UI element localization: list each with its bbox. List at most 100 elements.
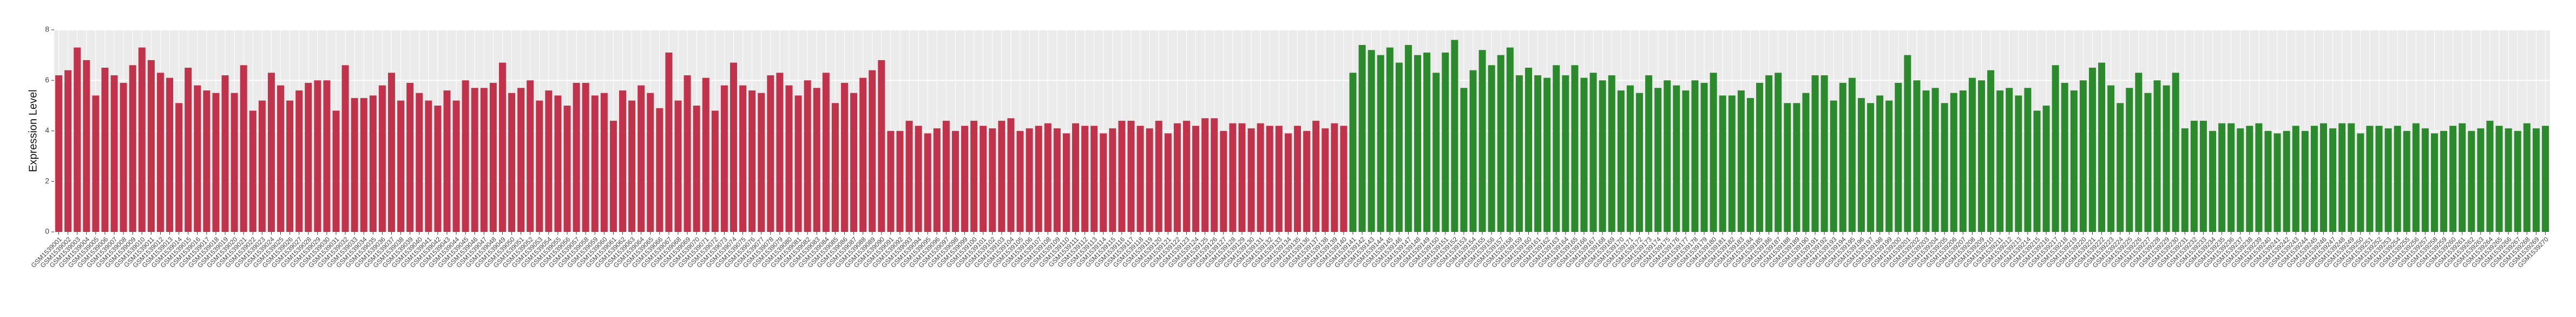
bar	[452, 100, 460, 232]
bar	[2421, 128, 2429, 232]
bar	[1469, 70, 1477, 232]
bar	[2384, 128, 2392, 232]
bar	[970, 120, 978, 232]
bar	[1775, 73, 1782, 232]
bar	[2042, 105, 2050, 232]
bar	[869, 70, 876, 232]
bar	[2264, 131, 2272, 232]
bar	[258, 100, 266, 232]
bar	[1432, 73, 1440, 232]
bar	[1895, 82, 1902, 232]
bar	[203, 90, 211, 232]
bar	[1247, 128, 1255, 232]
bar	[1423, 52, 1431, 232]
bar	[942, 120, 950, 232]
bar	[1635, 93, 1643, 232]
bar	[277, 85, 284, 232]
bar	[489, 82, 497, 232]
bar	[1830, 100, 1837, 232]
bar	[1414, 55, 1422, 232]
bar	[1044, 123, 1052, 232]
bar	[2237, 128, 2244, 232]
bar	[850, 93, 858, 232]
bar	[1645, 75, 1653, 232]
bar	[905, 120, 913, 232]
bar	[1451, 40, 1458, 232]
bar	[758, 93, 765, 232]
bar	[665, 52, 673, 232]
bar	[517, 88, 525, 232]
bar	[434, 105, 442, 232]
bar	[1959, 90, 1967, 232]
bar	[1710, 73, 1717, 232]
bar	[638, 85, 645, 232]
bar	[1053, 128, 1061, 232]
bar	[462, 80, 469, 232]
bar	[1386, 47, 1394, 232]
bar	[2098, 62, 2106, 232]
bar	[573, 82, 580, 232]
bar	[2505, 128, 2512, 232]
y-axis-title: Expression Level	[27, 89, 39, 172]
bar	[2052, 65, 2059, 232]
bar	[1931, 88, 1939, 232]
bar	[1192, 126, 1200, 232]
bar	[1811, 75, 1819, 232]
bar	[231, 93, 238, 232]
bar	[1525, 67, 1532, 232]
bar	[1571, 65, 1579, 232]
bar	[822, 73, 830, 232]
bar	[1118, 120, 1126, 232]
bar	[1368, 50, 1375, 232]
bar	[471, 88, 478, 232]
bar	[1626, 85, 1634, 232]
bar	[341, 65, 349, 232]
bar	[416, 93, 423, 232]
bar	[1081, 126, 1089, 232]
bar	[2430, 133, 2438, 232]
bar	[1127, 120, 1135, 232]
bar	[369, 95, 377, 232]
bar	[2255, 123, 2263, 232]
bar	[1608, 75, 1615, 232]
bar	[2135, 73, 2143, 232]
bar	[1109, 128, 1116, 232]
bar	[1497, 55, 1504, 232]
bar	[656, 108, 663, 232]
bar	[2117, 103, 2124, 232]
bar	[1266, 126, 1273, 232]
bar	[2126, 88, 2133, 232]
bar	[1673, 85, 1680, 232]
bar	[813, 88, 820, 232]
bar	[1090, 126, 1098, 232]
bar	[1293, 126, 1301, 232]
bar	[1358, 44, 1366, 232]
bar	[1238, 123, 1246, 232]
bar	[563, 105, 571, 232]
bar	[2070, 90, 2078, 232]
bar	[1821, 75, 1828, 232]
bar	[1312, 120, 1320, 232]
bar	[2514, 131, 2521, 232]
bar	[1515, 75, 1523, 232]
bar	[212, 93, 220, 232]
bar	[2468, 131, 2475, 232]
bar	[1553, 65, 1560, 232]
bar	[147, 60, 155, 232]
bar	[1100, 133, 1107, 232]
bar	[527, 80, 534, 232]
bar	[2218, 123, 2226, 232]
bar	[1349, 73, 1357, 232]
bar	[582, 82, 589, 232]
bar	[1478, 50, 1486, 232]
bar	[1719, 95, 1726, 232]
bar	[1987, 70, 1995, 232]
bar	[887, 131, 895, 232]
bar	[166, 77, 174, 232]
bar	[1488, 65, 1495, 232]
bar	[776, 73, 784, 232]
bar	[1941, 103, 1948, 232]
bar	[332, 111, 340, 232]
bar	[591, 95, 599, 232]
